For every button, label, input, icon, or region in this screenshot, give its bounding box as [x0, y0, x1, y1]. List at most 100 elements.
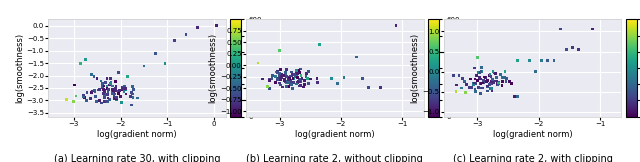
Point: [102, 77, 112, 80]
Point: [573, 48, 584, 50]
Point: [492, 81, 502, 83]
Point: [502, 77, 512, 80]
Point: [486, 87, 497, 90]
Y-axis label: Iteration: Iteration: [266, 50, 275, 86]
Point: [458, 77, 468, 80]
Point: [468, 82, 478, 85]
Point: [99, 85, 109, 87]
Point: [78, 96, 88, 98]
Point: [495, 73, 506, 76]
Point: [105, 77, 115, 80]
Point: [294, 80, 305, 83]
Point: [497, 84, 507, 87]
Point: [284, 85, 294, 88]
Point: [264, 78, 275, 80]
Point: [555, 28, 565, 30]
Point: [493, 81, 504, 83]
Point: [98, 88, 108, 90]
Point: [489, 72, 499, 74]
Point: [103, 93, 113, 96]
Point: [103, 97, 113, 99]
Point: [111, 99, 122, 101]
Point: [111, 96, 121, 99]
Point: [268, 75, 278, 77]
Point: [287, 82, 297, 85]
Point: [127, 85, 138, 87]
Point: [120, 87, 131, 90]
Point: [507, 82, 517, 85]
Point: [282, 86, 292, 88]
Point: [288, 87, 298, 90]
Point: [456, 87, 467, 89]
Text: (a) Learning rate 30, with clipping: (a) Learning rate 30, with clipping: [54, 154, 220, 162]
Point: [104, 98, 115, 100]
Point: [288, 77, 298, 80]
Point: [297, 77, 307, 80]
Point: [118, 86, 128, 89]
Point: [264, 87, 275, 90]
Y-axis label: log(smoothness): log(smoothness): [208, 33, 217, 103]
Point: [504, 80, 515, 83]
Point: [549, 59, 559, 62]
Point: [104, 84, 115, 86]
Point: [285, 75, 295, 77]
Point: [460, 91, 470, 93]
Point: [108, 85, 118, 87]
Text: (b) Learning rate 2, without clipping: (b) Learning rate 2, without clipping: [246, 154, 423, 162]
Point: [543, 59, 553, 62]
Point: [82, 92, 92, 94]
Point: [109, 97, 119, 100]
Point: [479, 81, 489, 84]
Point: [104, 88, 114, 91]
Point: [483, 85, 493, 87]
Point: [111, 97, 122, 100]
Point: [211, 24, 221, 26]
Point: [90, 91, 100, 93]
Point: [89, 75, 99, 78]
Point: [476, 70, 486, 72]
Point: [476, 92, 486, 95]
Point: [484, 83, 495, 86]
Point: [487, 89, 497, 91]
Point: [91, 100, 101, 103]
Point: [262, 85, 273, 88]
Point: [485, 82, 495, 85]
Point: [296, 75, 306, 77]
Point: [128, 96, 138, 99]
Point: [119, 90, 129, 93]
Point: [270, 75, 280, 78]
Point: [79, 94, 89, 97]
Point: [357, 77, 367, 80]
Point: [476, 78, 486, 80]
Point: [287, 83, 297, 86]
Point: [477, 66, 487, 69]
Point: [296, 81, 306, 83]
Point: [275, 72, 285, 75]
Point: [118, 87, 128, 90]
X-axis label: log(gradient norm): log(gradient norm): [295, 130, 374, 139]
Point: [127, 104, 137, 106]
Text: (c) Learning rate 2, with clipping: (c) Learning rate 2, with clipping: [452, 154, 612, 162]
Point: [103, 101, 113, 103]
Point: [106, 82, 116, 85]
Point: [122, 75, 132, 78]
Point: [108, 90, 118, 93]
Point: [85, 97, 95, 99]
Point: [95, 88, 105, 91]
Point: [493, 82, 504, 85]
Point: [501, 80, 511, 83]
Point: [466, 86, 476, 89]
Point: [498, 76, 508, 79]
Point: [488, 81, 499, 84]
Point: [108, 92, 118, 95]
Point: [275, 68, 285, 70]
Point: [113, 90, 124, 92]
Point: [493, 82, 503, 85]
Point: [490, 80, 500, 82]
Point: [128, 88, 138, 91]
Point: [292, 72, 302, 75]
Point: [285, 77, 295, 80]
Point: [474, 86, 484, 89]
Point: [301, 72, 312, 75]
Point: [465, 78, 476, 80]
